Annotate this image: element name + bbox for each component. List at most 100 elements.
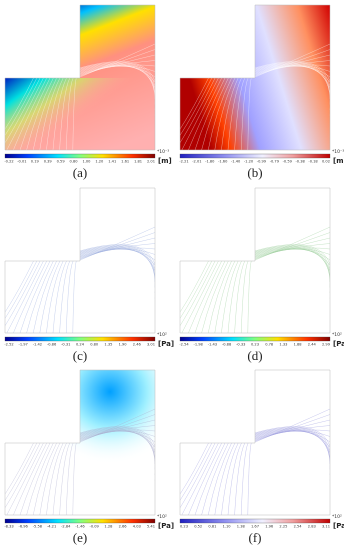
colorbar-tick-label: -0.22 [4,160,13,164]
colorbar-tick-label: -0.99 [257,160,267,164]
colorbar-tick-label: 2.01 [147,160,155,164]
contour-line [66,442,74,515]
contour-line [181,77,219,150]
colorbar-exponent: *10² [157,514,167,520]
panel: -0.22 -0.01 0.19 0.39 0.59 0.80 1.00 1.20 1.41 1.… [4,4,172,180]
contour-plot [5,188,155,333]
colorbar-tick-label: 2.99 [322,343,331,347]
panel: -8.33 -6.96 -5.58 -4.21 -2.84 -1.46 -0.09 1.28 2… [4,369,174,545]
colorbar-tick-label: 0.19 [31,160,40,164]
colorbar-tick-label: -8.33 [4,525,13,529]
colorbar-tick-label: -0.38 [296,160,306,164]
domain-outline [4,369,156,516]
colorbar-tick-label: -0.09 [90,525,100,529]
colorbar-tick-label: -1.20 [244,160,254,164]
contour-line [247,442,252,515]
colorbar-tick-label: -2.52 [4,343,13,347]
contour-plot [180,370,330,515]
colorbar-tick-label: 0.23 [180,525,188,529]
contour-plot [5,5,155,150]
field-overlay [5,78,155,150]
contour-line [180,442,212,515]
colorbar-tick-label: -1.60 [218,160,228,164]
colorbar [4,336,156,342]
colorbar-tick-label: 0.24 [76,343,85,347]
contour-line [5,77,34,150]
colorbar-tick-label: -0.88 [222,343,232,347]
domain-outline [179,369,331,516]
contour-line [227,442,242,515]
contour-line [5,260,41,333]
colorbar-tick-label: 1.67 [251,525,259,529]
contour-line [13,260,47,333]
colorbar [4,518,156,524]
colorbar-tick-label: -0.01 [17,160,26,164]
contour-line [6,77,44,150]
contour-line [33,260,57,333]
contour-line [19,260,51,333]
contour-line [5,77,37,150]
colorbar-tick-label: 4.03 [133,525,141,529]
contour-line [52,442,67,515]
colorbar-tick-label: -1.40 [231,160,241,164]
colorbar-tick-label: 1.96 [265,525,274,529]
colorbar-tick-label: 2.44 [308,343,317,347]
colorbar-tick-label: -1.97 [19,343,28,347]
panel-label: (d) [247,348,262,363]
colorbar [179,336,331,342]
colorbar-tick-label: 0.80 [70,160,79,164]
contour-line [188,77,222,150]
contour-line [39,442,61,515]
colorbar [179,153,331,159]
colorbar-tick-label: 2.83 [308,525,316,529]
contour-line [26,260,54,333]
colorbar-tick-label: 0.39 [44,160,53,164]
colorbar-tick-label: -1.43 [208,343,217,347]
colorbar-tick-label: 2.46 [133,343,142,347]
contour-line [194,442,226,515]
panel-label: (b) [247,165,262,180]
contour-line [247,260,252,333]
colorbar-tick-label: -0.59 [283,160,293,164]
contour-line [72,77,77,150]
colorbar-tick-label: 2.54 [294,525,303,529]
contour-line [19,442,51,515]
contour-line [39,260,61,333]
panel: -2.54 -1.98 -1.43 -0.88 -0.33 0.23 0.78 1.33 1.8… [179,187,344,363]
colorbar-tick-label: -0.86 [47,343,57,347]
colorbar-unit: [m] [333,157,344,165]
contour-line [5,442,41,515]
contour-line [221,442,239,515]
contour-line [180,260,209,333]
contour-line [13,442,47,515]
colorbar-tick-label: -0.33 [236,343,245,347]
panel: 0.23 0.52 0.81 1.10 1.38 1.67 1.96 2.25 2.54 2.83… [179,369,344,545]
colorbar-tick-label: 1.10 [223,525,232,529]
colorbar-tick-label: -1.42 [33,343,42,347]
domain-outline [179,4,331,151]
contour-line [180,77,209,150]
contour-line [221,260,239,333]
colorbar-tick-label: 1.00 [82,160,91,164]
contour-line [46,442,64,515]
colorbar-tick-label: 2.66 [119,525,128,529]
contour-line [59,77,70,150]
colorbar-tick-label: 1.41 [108,160,116,164]
colorbar-tick-label: 1.35 [104,343,112,347]
colorbar [179,518,331,524]
contour-line [241,77,249,150]
colorbar-tick-label: -4.21 [47,525,56,529]
contour-line [227,77,242,150]
contour-line [180,260,212,333]
colorbar-unit: [Pa] [158,522,174,530]
contour-line [234,77,245,150]
contour-line [66,77,74,150]
contour-plot [180,5,330,150]
colorbar-tick-label: -1.98 [194,343,204,347]
colorbar-tick-label: -2.21 [179,160,188,164]
contour-line [227,260,242,333]
colorbar-tick-label: -0.18 [308,160,318,164]
colorbar-tick-label: 0.80 [90,343,99,347]
contour-line [241,260,249,333]
